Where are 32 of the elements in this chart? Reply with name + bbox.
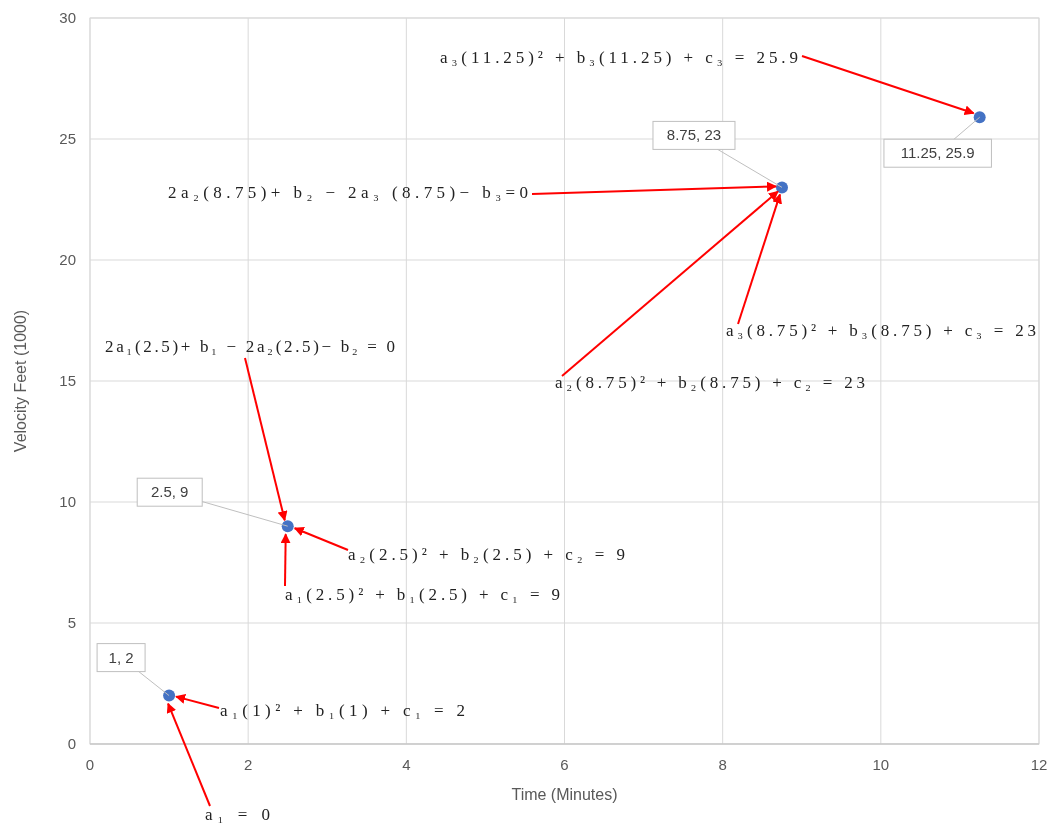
x-tick-label: 2 (243, 756, 253, 773)
x-axis-title: Time (Minutes) (511, 786, 618, 803)
y-tick-label: 20 (59, 251, 76, 268)
y-tick-label: 0 (67, 735, 76, 752)
point (775, 181, 788, 194)
point (973, 111, 986, 124)
x-tick-label: 12 (1030, 756, 1048, 773)
x-tick-label: 6 (560, 756, 569, 773)
text: 1, 2 (108, 648, 134, 666)
x-tick-label: 8 (718, 756, 727, 773)
annotation: a₃(8.75)² + b₃(8.75) + c₃ = 23 (726, 321, 1036, 340)
annotation: a₂(8.75)² + b₂(8.75) + c₂ = 23 (555, 373, 865, 392)
annotation: a₂(2.5)² + b₂(2.5) + c₂ = 9 (348, 545, 625, 564)
y-axis-title: Velocity Feet (1000) (12, 309, 29, 453)
annotation: 2a₂(8.75)+ b₂ − 2a₃ (8.75)− b₃=0 (168, 183, 528, 202)
annotation: a₁ = 0 (205, 805, 270, 824)
annotation: a₁(2.5)² + b₁(2.5) + c₁ = 9 (285, 585, 560, 604)
y-tick-label: 15 (59, 372, 76, 389)
x-tick-label: 0 (85, 756, 95, 773)
annotation: a₃(11.25)² + b₃(11.25) + c₃ = 25.9 (440, 48, 798, 67)
point (163, 689, 176, 702)
y-tick-label: 5 (67, 614, 76, 631)
text: 11.25, 25.9 (900, 144, 975, 162)
y-tick-label: 30 (59, 9, 76, 26)
y-tick-label: 10 (59, 493, 76, 510)
x-tick-label: 4 (402, 756, 411, 773)
x-tick-label: 10 (872, 756, 890, 773)
text: 8.75, 23 (666, 126, 722, 144)
annotation: 2a₁(2.5)+ b₁ − 2a₂(2.5)− b₂ = 0 (105, 337, 395, 356)
text: 2.5, 9 (150, 483, 189, 501)
annotation: a₁(1)² + b₁(1) + c₁ = 2 (220, 701, 465, 720)
y-tick-label: 25 (59, 130, 76, 147)
